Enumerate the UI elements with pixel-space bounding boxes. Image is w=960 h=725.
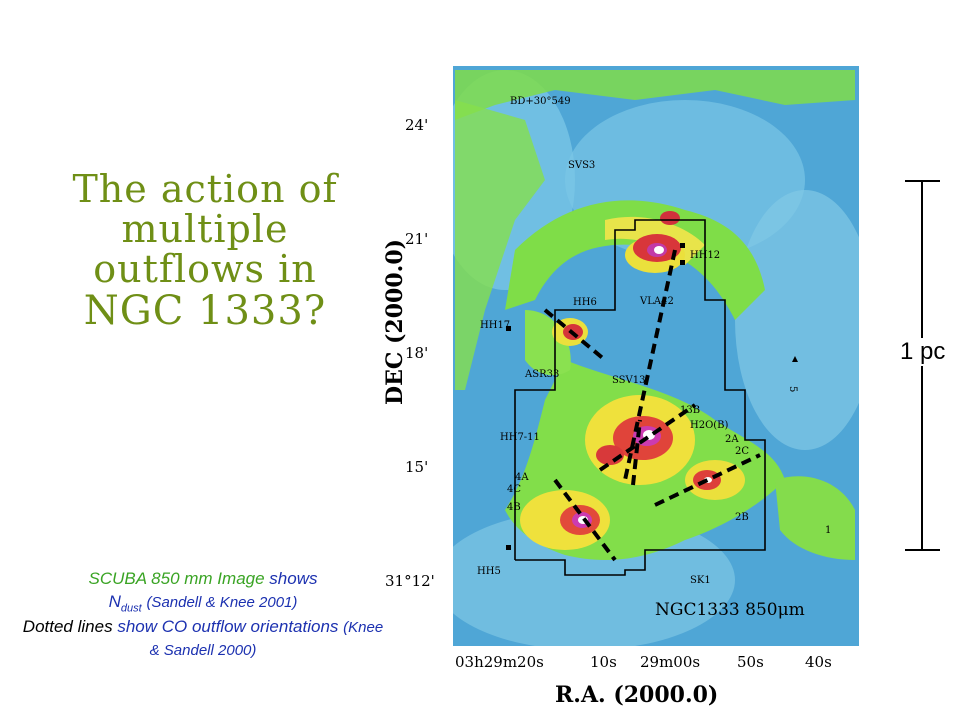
label-13b: 13B bbox=[680, 405, 700, 416]
title-line-1: The action of bbox=[72, 167, 338, 211]
label-hh7-11: HH7-11 bbox=[500, 432, 540, 443]
map-corner-label: NGC1333 850μm bbox=[655, 600, 805, 620]
label-hh17: HH17 bbox=[480, 320, 510, 331]
source-markers bbox=[506, 243, 798, 550]
label-vla42: VLA42 bbox=[639, 296, 674, 307]
dec-tick-31-12: 31°12' bbox=[385, 572, 435, 590]
label-asr33: ASR33 bbox=[524, 369, 559, 380]
title-line-2: multiple bbox=[121, 206, 289, 251]
scale-bar bbox=[905, 180, 940, 551]
outflow-line-3 bbox=[598, 403, 697, 472]
caption-dotted-lines: Dotted lines bbox=[22, 617, 113, 637]
caption-ndust: Ndust bbox=[108, 591, 142, 615]
dec-tick-21: 21' bbox=[405, 230, 428, 248]
caption-ref-2: (Knee & Sandell 2000) bbox=[149, 619, 384, 660]
label-svs3: SVS3 bbox=[568, 160, 595, 171]
caption-instrument: SCUBA 850 mm Image bbox=[88, 569, 265, 588]
scuba-map-figure: BD+30°549 SVS3 HH12 HH6 VLA42 HH17 ASR33… bbox=[382, 60, 865, 720]
label-hh5: HH5 bbox=[477, 566, 501, 577]
ra-tick-50s: 50s bbox=[737, 653, 764, 671]
dec-tick-labels: 24' 21' 18' 15' 31°12' bbox=[385, 116, 435, 590]
label-5: 5 bbox=[787, 386, 798, 392]
label-2c: 2C bbox=[735, 446, 749, 457]
ra-tick-40s: 40s bbox=[805, 653, 832, 671]
label-ssv13: SSV13 bbox=[612, 375, 645, 386]
label-4a: 4A bbox=[515, 472, 529, 483]
label-4b: 4B bbox=[507, 502, 521, 513]
outflow-line-6 bbox=[631, 419, 642, 486]
title-line-3: outflows in bbox=[93, 246, 317, 291]
scuba-map: BD+30°549 SVS3 HH12 HH6 VLA42 HH17 ASR33… bbox=[382, 66, 859, 708]
outflow-line-5 bbox=[654, 453, 761, 507]
caption-ref-1: (Sandell & Knee 2001) bbox=[146, 593, 298, 611]
ra-tick-labels: 03h29m20s 10s 29m00s 50s 40s bbox=[455, 653, 832, 671]
label-1: 1 bbox=[825, 525, 831, 536]
label-2a: 2A bbox=[725, 434, 739, 445]
outflow-line-1 bbox=[623, 249, 677, 481]
scale-bar-label: 1 pc bbox=[897, 338, 949, 366]
ra-axis-label: R.A. (2000.0) bbox=[555, 682, 718, 708]
ra-tick-0320: 03h29m20s bbox=[455, 653, 544, 671]
label-hh6: HH6 bbox=[573, 297, 597, 308]
dec-tick-24: 24' bbox=[405, 116, 428, 134]
title-line-4: NGC 1333? bbox=[83, 287, 327, 334]
label-h2ob: H2O(B) bbox=[690, 420, 729, 431]
ra-tick-10s: 10s bbox=[590, 653, 617, 671]
dec-axis-label: DEC (2000.0) bbox=[385, 239, 408, 405]
label-2b: 2B bbox=[735, 512, 749, 523]
co-outflow-lines bbox=[543, 249, 761, 562]
survey-boundary bbox=[514, 219, 766, 576]
dec-tick-15: 15' bbox=[405, 458, 428, 476]
label-hh12: HH12 bbox=[690, 250, 720, 261]
label-sk1: SK1 bbox=[690, 575, 711, 586]
figure-caption: SCUBA 850 mm Image shows Ndust (Sandell … bbox=[18, 568, 388, 662]
outflow-line-4 bbox=[553, 478, 617, 562]
dec-tick-18: 18' bbox=[405, 344, 428, 362]
source-labels: BD+30°549 SVS3 HH12 HH6 VLA42 HH17 ASR33… bbox=[477, 96, 831, 586]
ra-tick-2900: 29m00s bbox=[640, 653, 700, 671]
label-4c: 4C bbox=[507, 484, 521, 495]
label-bd30549: BD+30°549 bbox=[510, 96, 571, 107]
caption-outflow-text: show CO outflow orientations bbox=[117, 617, 339, 637]
outflow-line-2 bbox=[543, 308, 607, 362]
caption-shows: shows bbox=[269, 569, 318, 588]
slide-title: The action of multiple outflows in NGC 1… bbox=[40, 167, 370, 334]
